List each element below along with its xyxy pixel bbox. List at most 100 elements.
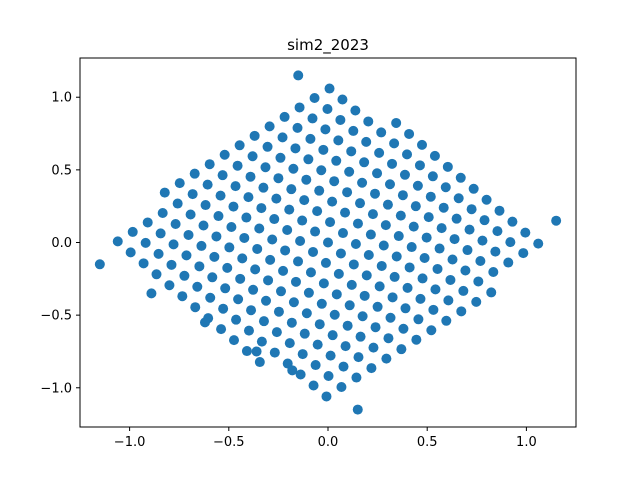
data-point — [290, 143, 301, 154]
data-point — [142, 217, 153, 228]
data-point — [280, 245, 291, 256]
data-point — [301, 308, 312, 319]
data-point — [477, 235, 488, 246]
data-point — [363, 116, 374, 127]
data-point — [387, 292, 398, 303]
data-point — [414, 160, 425, 171]
data-point — [445, 274, 456, 285]
data-point — [324, 83, 335, 94]
data-point — [246, 305, 257, 316]
data-point — [321, 391, 332, 402]
data-point — [353, 352, 364, 363]
data-point — [235, 273, 246, 284]
data-point — [458, 285, 469, 296]
data-point — [384, 179, 395, 190]
data-point — [376, 260, 387, 271]
data-point — [337, 228, 348, 239]
data-point — [127, 226, 138, 237]
data-point — [303, 154, 314, 165]
data-point — [166, 259, 177, 270]
data-point — [260, 162, 271, 173]
data-point — [299, 328, 310, 339]
data-point — [380, 220, 391, 231]
data-point — [312, 339, 323, 350]
data-point — [333, 268, 344, 279]
data-point — [399, 169, 410, 180]
data-point — [395, 210, 406, 221]
data-point — [140, 237, 151, 248]
data-point — [286, 184, 297, 195]
data-point — [503, 257, 514, 268]
data-point — [237, 253, 248, 264]
data-point — [305, 267, 316, 278]
x-tick-label: 0.0 — [318, 435, 339, 450]
data-point — [355, 331, 366, 342]
data-point — [533, 238, 544, 249]
data-point — [181, 250, 192, 261]
data-point — [406, 242, 417, 253]
data-point — [267, 234, 278, 245]
data-point — [481, 194, 492, 205]
data-point — [155, 228, 166, 239]
data-point — [351, 372, 362, 383]
data-point — [292, 122, 303, 133]
data-point — [213, 211, 224, 222]
y-tick-label: 0.5 — [51, 163, 72, 178]
data-point — [294, 102, 305, 113]
y-tick-label: 1.0 — [51, 91, 72, 106]
data-point — [331, 155, 342, 166]
data-point — [318, 144, 329, 155]
data-point — [320, 257, 331, 268]
data-point — [164, 280, 175, 291]
data-point — [153, 248, 164, 259]
data-point — [348, 125, 359, 136]
data-point — [218, 303, 229, 314]
data-point — [241, 346, 252, 357]
data-point — [443, 295, 454, 306]
data-point — [348, 259, 359, 270]
data-point — [372, 301, 383, 312]
data-point — [447, 254, 458, 265]
data-point — [256, 203, 267, 214]
x-tick-label: −0.5 — [213, 435, 245, 450]
data-point — [293, 70, 304, 81]
data-point — [273, 173, 284, 184]
data-point — [196, 240, 207, 251]
data-point — [410, 201, 421, 212]
data-point — [404, 262, 415, 273]
data-point — [389, 138, 400, 149]
data-point — [243, 325, 254, 336]
data-point — [350, 239, 361, 250]
data-point — [340, 341, 351, 352]
x-tick-label: −1.0 — [114, 435, 146, 450]
data-point — [248, 284, 259, 295]
y-tick-label: 0.0 — [51, 236, 72, 251]
data-point — [231, 314, 242, 325]
data-point — [200, 200, 211, 211]
data-point — [473, 276, 484, 287]
data-point — [455, 172, 466, 183]
data-point — [310, 360, 321, 371]
data-point — [252, 243, 263, 254]
data-point — [376, 127, 387, 138]
data-point — [170, 218, 181, 229]
data-point — [518, 248, 529, 259]
data-point — [211, 231, 222, 242]
data-point — [361, 136, 372, 147]
data-point — [389, 271, 400, 282]
data-point — [258, 316, 269, 327]
data-point — [303, 287, 314, 298]
data-point — [224, 242, 235, 253]
data-point — [342, 320, 353, 331]
data-point — [297, 215, 308, 226]
data-point — [174, 178, 185, 189]
data-point — [276, 286, 286, 297]
data-point — [344, 300, 355, 311]
data-point — [112, 236, 123, 247]
data-point — [387, 158, 398, 169]
data-point — [254, 223, 265, 234]
data-point — [381, 353, 392, 364]
data-point — [222, 262, 233, 273]
data-point — [363, 249, 374, 260]
data-point — [316, 298, 327, 309]
